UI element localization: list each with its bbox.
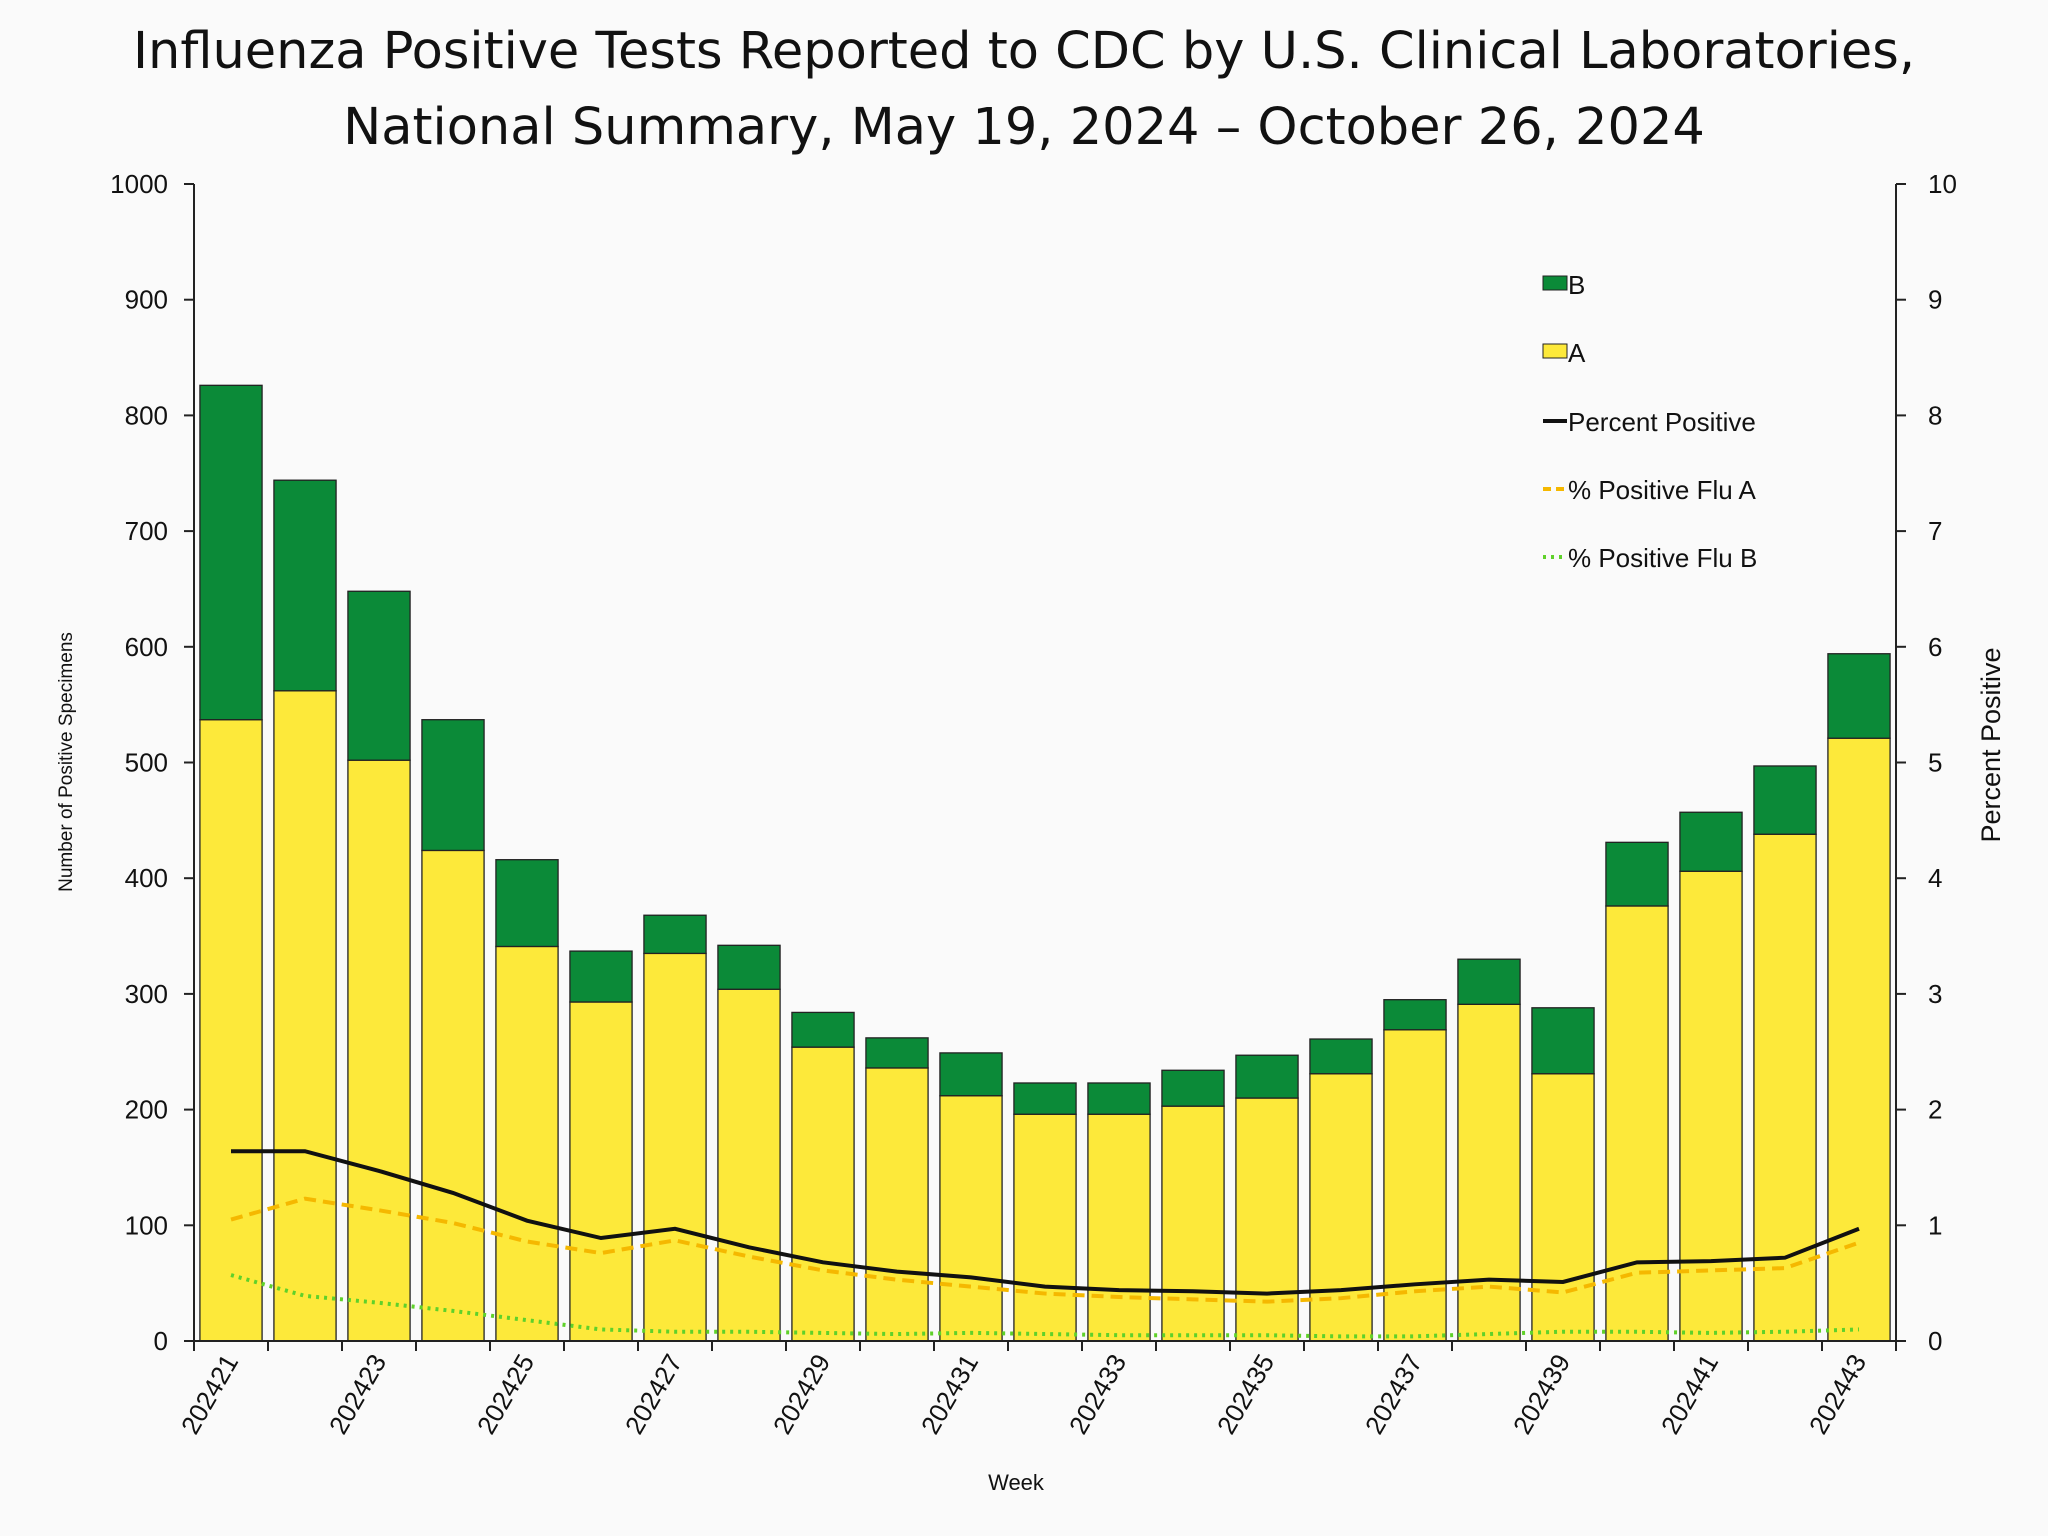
- bar-b: [569, 950, 633, 1003]
- bar-b: [1013, 1082, 1077, 1115]
- bar-a: [865, 1067, 929, 1342]
- y2-axis-label: Percent Positive: [1976, 647, 2006, 842]
- bar-b: [1753, 765, 1817, 835]
- x-tick-label: 202433: [1063, 1349, 1132, 1439]
- y-tick-label: 1000: [110, 169, 168, 199]
- bar-b: [1235, 1054, 1299, 1099]
- bar-b: [495, 859, 559, 948]
- y-tick-label: 400: [125, 863, 168, 893]
- x-tick-label: 202439: [1507, 1349, 1576, 1439]
- y-tick-label: 700: [125, 516, 168, 546]
- x-tick-label: 202423: [323, 1349, 392, 1439]
- bar-b: [939, 1052, 1003, 1097]
- legend-label: Percent Positive: [1568, 407, 1756, 437]
- bar-a: [1383, 1029, 1447, 1342]
- bar-a: [347, 759, 411, 1342]
- bar-a: [273, 690, 337, 1342]
- lines: [230, 1149, 1860, 1339]
- y2-tick-label: 0: [1928, 1326, 1942, 1356]
- bar-b: [199, 384, 263, 721]
- bar-a: [1087, 1113, 1151, 1342]
- bar-b: [791, 1011, 855, 1048]
- bar-b: [1087, 1082, 1151, 1115]
- y-tick-label: 900: [125, 285, 168, 315]
- y-tick-label: 0: [154, 1326, 168, 1356]
- bar-a: [1161, 1105, 1225, 1342]
- y-tick-label: 800: [125, 400, 168, 430]
- bar-b: [1827, 653, 1891, 739]
- x-tick-label: 202441: [1655, 1349, 1724, 1439]
- bar-a: [1679, 870, 1743, 1342]
- bar-b: [643, 914, 707, 955]
- bar-b: [1605, 841, 1669, 907]
- line-percent-positive: [231, 1149, 1860, 1296]
- bar-a: [495, 945, 559, 1342]
- x-tick-label: 202431: [915, 1349, 984, 1439]
- bar-a: [717, 988, 781, 1342]
- y2-tick-label: 1: [1928, 1210, 1942, 1240]
- legend-swatch-a: [1542, 343, 1568, 359]
- y-tick-label: 200: [125, 1095, 168, 1125]
- x-tick-label: 202421: [175, 1349, 244, 1439]
- x-tick-label: 202437: [1359, 1349, 1428, 1439]
- bar-b: [1309, 1038, 1373, 1075]
- y2-tick-label: 3: [1928, 979, 1942, 1009]
- bar-b: [717, 944, 781, 990]
- bar-b: [421, 719, 485, 852]
- bars: [199, 384, 1891, 1342]
- y2-tick-label: 9: [1928, 285, 1942, 315]
- bar-a: [643, 952, 707, 1342]
- bar-b: [1457, 958, 1521, 1005]
- bar-a: [1605, 905, 1669, 1342]
- y2-tick-label: 2: [1928, 1095, 1942, 1125]
- x-axis-label: Week: [988, 1470, 1045, 1495]
- y2-tick-label: 7: [1928, 516, 1942, 546]
- bar-b: [1161, 1069, 1225, 1107]
- legend-label: % Positive Flu B: [1568, 543, 1757, 573]
- legend: B A Percent Positive % Positive Flu A % Posi…: [1542, 270, 1757, 573]
- y2-tick-label: 8: [1928, 400, 1942, 430]
- y2-tick-label: 5: [1928, 748, 1942, 778]
- title-line-1: Influenza Positive Tests Reported to CDC…: [132, 22, 1916, 81]
- bar-a: [1013, 1113, 1077, 1342]
- bar-a: [1309, 1073, 1373, 1342]
- legend-label: A: [1568, 338, 1586, 368]
- title-line-2: National Summary, May 19, 2024 – October…: [343, 98, 1705, 157]
- line--positive-flu-b: [230, 1273, 1860, 1339]
- legend-swatch-b: [1542, 275, 1568, 291]
- bar-b: [865, 1037, 929, 1069]
- y-tick-label: 600: [125, 632, 168, 662]
- y-tick-label: 500: [125, 748, 168, 778]
- bar-b: [273, 479, 337, 692]
- line--positive-flu-a: [230, 1196, 1860, 1304]
- y2-tick-label: 10: [1928, 169, 1957, 199]
- bar-a: [791, 1046, 855, 1342]
- bar-a: [1235, 1097, 1299, 1342]
- bar-a: [939, 1095, 1003, 1342]
- bar-b: [1679, 811, 1743, 872]
- bar-a: [1753, 833, 1817, 1342]
- bar-b: [1531, 1007, 1595, 1075]
- bar-a: [1457, 1003, 1521, 1342]
- bar-a: [1531, 1073, 1595, 1342]
- x-tick-label: 202443: [1803, 1349, 1872, 1439]
- legend-label: B: [1568, 270, 1585, 300]
- y-tick-label: 300: [125, 979, 168, 1009]
- bar-b: [1383, 999, 1447, 1031]
- x-tick-label: 202427: [619, 1349, 688, 1439]
- y2-tick-label: 6: [1928, 632, 1942, 662]
- bar-a: [569, 1001, 633, 1342]
- bar-a: [199, 719, 263, 1342]
- bar-a: [421, 849, 485, 1342]
- x-tick-label: 202429: [767, 1349, 836, 1439]
- y-axis-label: Number of Positive Specimens: [56, 632, 77, 892]
- bar-b: [347, 590, 411, 761]
- chart-title: Influenza Positive Tests Reported to CDC…: [0, 14, 2048, 166]
- y-tick-label: 100: [125, 1210, 168, 1240]
- x-tick-label: 202425: [471, 1349, 540, 1439]
- y2-tick-label: 4: [1928, 863, 1942, 893]
- legend-label: % Positive Flu A: [1568, 475, 1757, 505]
- x-tick-label: 202435: [1211, 1349, 1280, 1439]
